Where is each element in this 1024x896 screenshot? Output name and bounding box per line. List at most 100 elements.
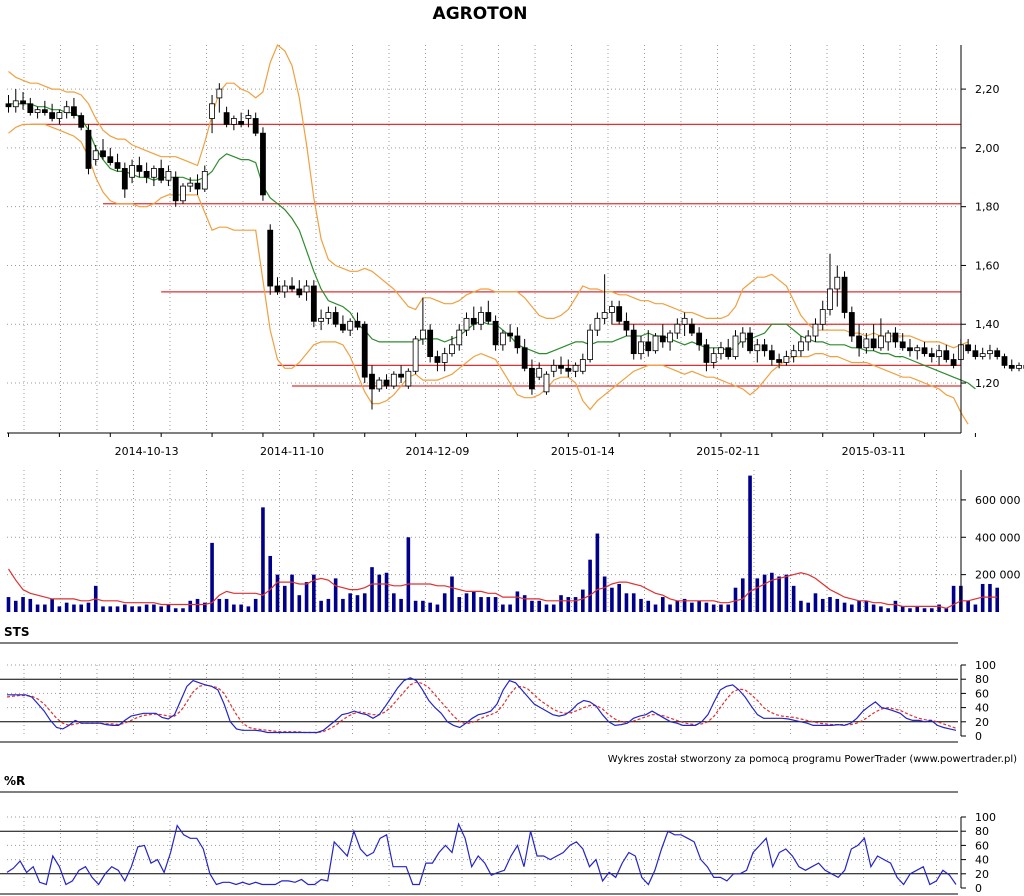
volume-bar bbox=[471, 591, 476, 612]
volume-bar bbox=[886, 608, 890, 612]
volume-bar bbox=[21, 597, 25, 612]
moving-average-line bbox=[8, 103, 976, 390]
wr-tick-label: 20 bbox=[975, 868, 989, 881]
candle-body bbox=[739, 332, 746, 343]
volume-bar bbox=[842, 602, 847, 612]
volume-bar bbox=[275, 574, 280, 612]
candle-body bbox=[856, 335, 862, 349]
volume-bar bbox=[28, 598, 33, 612]
candle-body bbox=[805, 335, 812, 343]
candle-body bbox=[950, 359, 957, 366]
candle-body bbox=[1016, 364, 1022, 369]
candle-body bbox=[587, 329, 593, 360]
volume-bar bbox=[384, 572, 389, 612]
candle-body bbox=[129, 165, 135, 178]
volume-bar bbox=[86, 602, 91, 612]
candle-body bbox=[376, 379, 383, 390]
volume-bar bbox=[820, 598, 825, 612]
candle-body bbox=[369, 373, 375, 390]
volume-bar bbox=[711, 604, 716, 612]
volume-bar bbox=[428, 602, 432, 612]
volume-bar bbox=[246, 606, 251, 612]
candle-body bbox=[798, 341, 804, 352]
chart-title: AGROTON bbox=[433, 4, 528, 24]
price-tick-label: 2,00 bbox=[975, 142, 1000, 155]
candle-body bbox=[56, 112, 63, 119]
volume-bar bbox=[210, 542, 214, 612]
volume-bar bbox=[479, 597, 483, 612]
volume-bar bbox=[850, 604, 854, 612]
volume-bar bbox=[791, 585, 796, 612]
volume-bar bbox=[57, 606, 62, 612]
candle-body bbox=[398, 373, 404, 378]
candle-body bbox=[310, 285, 317, 322]
candle-body bbox=[536, 367, 543, 378]
sts-tick-label: 20 bbox=[975, 716, 989, 729]
x-tick-label: 2015-01-14 bbox=[551, 445, 615, 458]
volume-bar bbox=[413, 600, 418, 612]
candle-body bbox=[201, 170, 208, 190]
candle-body bbox=[412, 338, 419, 372]
volume-bar bbox=[261, 507, 265, 612]
candle-body bbox=[434, 356, 441, 363]
candle-body bbox=[892, 332, 899, 343]
volume-bar bbox=[588, 559, 592, 612]
candle-body bbox=[85, 129, 92, 169]
candle-body bbox=[405, 370, 412, 387]
volume-bar bbox=[166, 604, 171, 612]
candle-body bbox=[812, 323, 819, 337]
volume-bar bbox=[857, 600, 861, 612]
candle-body bbox=[674, 323, 681, 334]
candle-body bbox=[361, 323, 368, 378]
volume-bar bbox=[115, 606, 120, 612]
volume-bar bbox=[312, 574, 316, 612]
volume-bar bbox=[173, 608, 178, 612]
candle-body bbox=[238, 121, 245, 125]
candle-body bbox=[732, 335, 739, 357]
candle-body bbox=[834, 276, 841, 290]
volume-bar bbox=[457, 597, 462, 612]
candle-body bbox=[841, 276, 848, 313]
volume-bar bbox=[704, 602, 709, 612]
candle-body bbox=[114, 162, 121, 169]
price-tick-label: 1,40 bbox=[975, 318, 1000, 331]
candle-body bbox=[761, 344, 768, 352]
volume-bar bbox=[152, 604, 156, 612]
candle-body bbox=[107, 156, 114, 163]
price-tick-label: 1,20 bbox=[975, 377, 1000, 390]
candle-body bbox=[12, 100, 19, 108]
candle-body bbox=[492, 320, 499, 346]
candle-body bbox=[49, 112, 56, 119]
candle-body bbox=[78, 115, 85, 128]
volume-bar bbox=[646, 600, 651, 612]
volume-bar bbox=[297, 595, 302, 612]
volume-bar bbox=[661, 597, 665, 612]
volume-bar bbox=[435, 604, 440, 612]
candle-body bbox=[652, 335, 659, 352]
candle-body bbox=[456, 329, 463, 346]
volume-bar bbox=[922, 608, 927, 612]
volume-bar bbox=[573, 597, 578, 612]
volume-bar bbox=[450, 576, 454, 612]
candle-body bbox=[979, 353, 986, 357]
x-tick-label: 2015-02-11 bbox=[696, 445, 760, 458]
candle-body bbox=[172, 176, 179, 202]
sts-tick-label: 60 bbox=[975, 687, 989, 700]
x-tick-label: 2014-10-13 bbox=[115, 445, 179, 458]
volume-bar bbox=[937, 604, 941, 612]
volume-bar bbox=[268, 555, 273, 612]
volume-bar bbox=[581, 589, 585, 612]
volume-bar bbox=[50, 598, 54, 612]
candle-body bbox=[776, 359, 783, 363]
volume-tick-label: 400 000 bbox=[975, 531, 1021, 544]
volume-bar bbox=[806, 602, 810, 612]
candle-body bbox=[681, 317, 688, 325]
candle-body bbox=[41, 109, 48, 114]
candle-body bbox=[180, 185, 186, 202]
volume-bar bbox=[551, 604, 556, 612]
candle-body bbox=[71, 106, 77, 116]
volume-bar bbox=[755, 578, 760, 612]
